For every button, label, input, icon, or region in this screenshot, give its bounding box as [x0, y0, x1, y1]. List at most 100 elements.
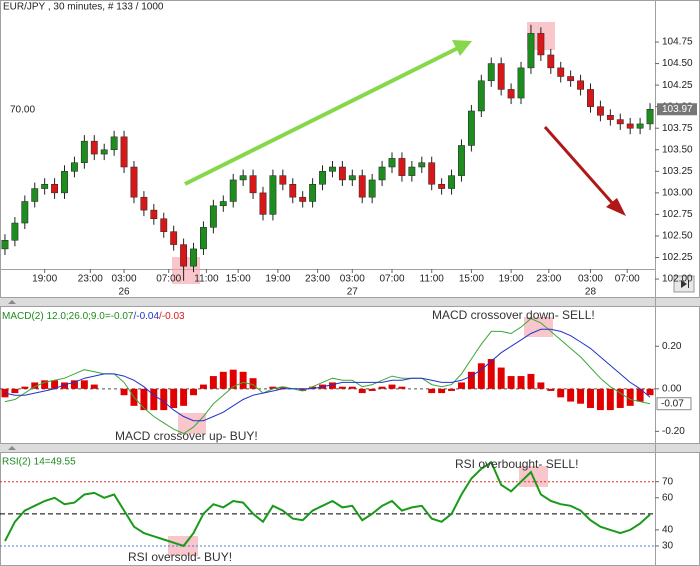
candle-body: [41, 183, 49, 189]
histogram-bar: [190, 388, 197, 396]
histogram-bar: [229, 369, 237, 389]
histogram-bar: [120, 388, 128, 396]
histogram-bar: [596, 388, 604, 411]
y-tick-label: 70: [662, 476, 674, 487]
candle-body: [120, 136, 128, 168]
title-part: MACD(2) 12.0;26.0;9.0=: [2, 311, 111, 322]
histogram-bar: [567, 388, 575, 402]
indicator-line: [4, 328, 651, 422]
histogram-bar: [80, 380, 88, 389]
x-tick-label: 23:00: [305, 274, 330, 285]
candle-body: [239, 175, 247, 181]
histogram-bar: [527, 373, 535, 389]
histogram-bar: [170, 388, 178, 408]
separator-arrow: [8, 446, 16, 450]
candle-body: [51, 183, 59, 194]
x-tick-label: 19:00: [265, 274, 290, 285]
title-part: /-0.03: [159, 311, 185, 322]
candle-body: [388, 158, 396, 168]
last-price-box: [657, 103, 697, 116]
candle-body: [160, 218, 168, 232]
title-part: /-0.04: [133, 311, 159, 322]
candle-body: [606, 115, 614, 120]
y-tick-label: 102.50: [662, 231, 693, 242]
candle-body: [279, 175, 287, 185]
histogram-bar: [458, 382, 465, 389]
candle-body: [537, 33, 545, 56]
histogram-bar: [487, 359, 495, 389]
candle-body: [338, 166, 346, 181]
candle-body: [319, 171, 326, 185]
highlight-box: [178, 413, 206, 434]
candle-body: [497, 63, 505, 90]
candle-body: [408, 166, 416, 176]
day-label: 28: [585, 287, 597, 298]
histogram-bar: [636, 388, 644, 402]
rsi-line: [4, 460, 651, 548]
annotation: MACD crossover up- BUY!: [115, 429, 258, 443]
candle-body: [428, 162, 436, 185]
histogram-bar: [41, 380, 49, 389]
candle-body: [418, 162, 426, 168]
candle-body: [507, 89, 515, 99]
annotation: MACD crossover down- SELL!: [432, 308, 595, 322]
y-tick-label: 103.75: [662, 123, 693, 134]
candle-body: [547, 54, 555, 69]
y-tick-label: 104.75: [662, 37, 693, 48]
candle-body: [448, 175, 455, 189]
x-tick-label: 07:00: [615, 274, 640, 285]
candle-body: [150, 209, 158, 219]
histogram-bar: [646, 388, 654, 396]
candle-body: [368, 179, 376, 198]
scroll-icon: [681, 280, 687, 288]
histogram-bar: [467, 371, 475, 389]
histogram-bar: [328, 382, 336, 389]
histogram-bar: [477, 363, 485, 389]
candle-body: [229, 179, 237, 202]
histogram-bar: [358, 388, 366, 394]
histogram-bar: [150, 388, 158, 411]
candle-body: [438, 183, 446, 189]
histogram-bar: [51, 380, 59, 389]
x-tick-label: 19:00: [32, 274, 57, 285]
histogram-bar: [438, 388, 446, 394]
histogram-bar: [269, 386, 277, 389]
candle-body: [557, 67, 565, 77]
trend-arrow-head: [452, 40, 472, 56]
day-label: 26: [118, 287, 130, 298]
x-tick-label: 03:00: [112, 274, 137, 285]
candle-body: [517, 67, 525, 99]
indicator-title: RSI(2) 14=49.55: [2, 457, 76, 468]
candle-body: [259, 192, 267, 215]
candle-body: [100, 149, 108, 155]
chart-title: EUR/JPY , 30 minutes, # 133 / 1000: [3, 2, 164, 13]
candle-body: [596, 106, 604, 116]
candle-body: [209, 205, 217, 228]
last-price-label: 103.97: [662, 104, 693, 115]
histogram-bar: [209, 376, 217, 389]
candle-body: [21, 201, 29, 224]
candle-body: [61, 171, 68, 194]
histogram-bar: [626, 388, 634, 406]
y-tick-label: 0.20: [662, 341, 682, 352]
panel-separator: [0, 444, 700, 452]
histogram-bar: [180, 388, 188, 406]
x-tick-label: 15:00: [226, 274, 251, 285]
y-tick-label: 102.25: [662, 252, 693, 263]
histogram-bar: [398, 386, 406, 389]
y-tick-label: -0.20: [662, 426, 685, 437]
candle-body: [487, 63, 495, 82]
candle-body: [170, 231, 178, 245]
candle-body: [249, 175, 257, 194]
candle-body: [636, 123, 644, 129]
candle-body: [110, 136, 118, 151]
y-tick-label: 60: [662, 492, 674, 503]
candle-body: [527, 33, 535, 69]
separator-arrow: [8, 300, 16, 304]
histogram-bar: [1, 388, 9, 398]
y-tick-label: 102.00: [662, 274, 693, 285]
x-tick-label: 23:00: [536, 274, 561, 285]
candle-body: [616, 119, 624, 125]
candle-body: [289, 183, 297, 198]
histogram-bar: [338, 386, 346, 389]
